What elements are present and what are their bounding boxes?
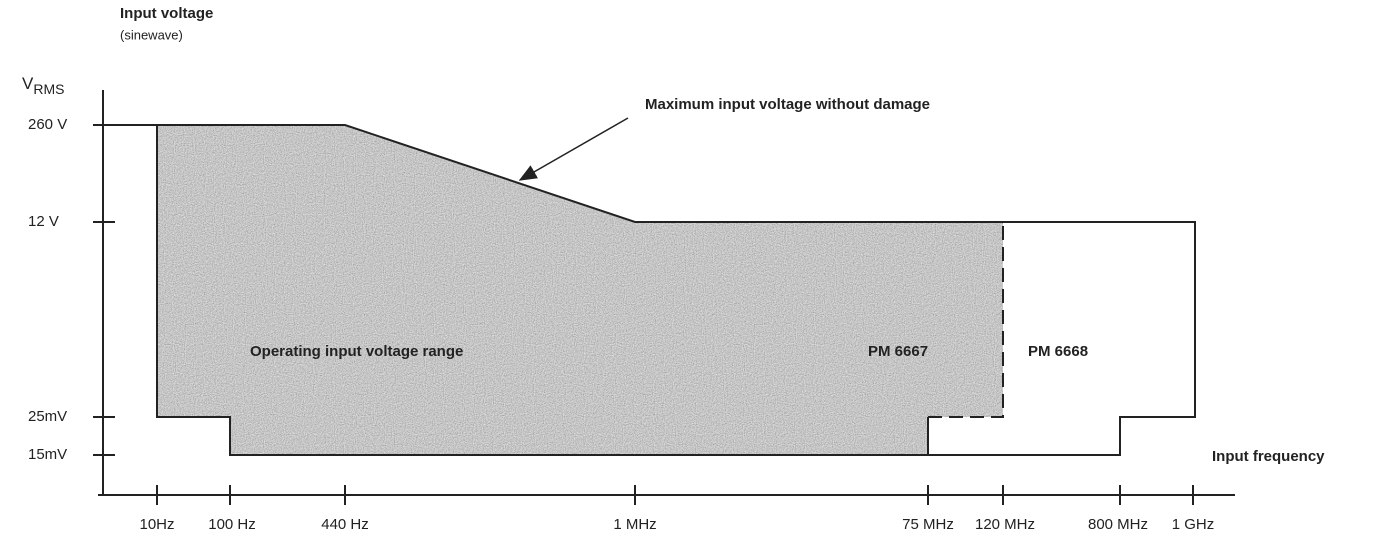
axes (98, 90, 1235, 496)
x-tick-label: 10Hz (139, 516, 174, 533)
x-tick-label: 1 GHz (1172, 516, 1215, 533)
pm6667-boundary (928, 222, 1004, 418)
operating-area (157, 125, 1003, 455)
x-axis-label: Input frequency (1212, 448, 1325, 465)
max-voltage-outline (103, 124, 1196, 456)
annotation: Maximum input voltage without damage (645, 96, 930, 113)
x-ticks (156, 485, 1194, 505)
x-tick-label: 100 Hz (208, 516, 256, 533)
y-tick-label: 12 V (28, 213, 59, 230)
y-axis-label-sub: RMS (33, 81, 64, 97)
y-axis-label-main: V (22, 74, 34, 93)
region-label: PM 6667 (868, 343, 928, 360)
x-tick-label: 120 MHz (975, 516, 1035, 533)
x-tick-label: 1 MHz (613, 516, 656, 533)
x-tick-label: 440 Hz (321, 516, 369, 533)
annotation-arrow (518, 117, 629, 181)
y-axis-label: VRMS (22, 74, 64, 96)
y-tick-label: 260 V (28, 116, 67, 133)
min-voltage-outline (156, 125, 928, 456)
region-label: Operating input voltage range (250, 343, 463, 360)
title: Input voltage (120, 5, 213, 22)
region-label: PM 6668 (1028, 343, 1088, 360)
x-tick-label: 75 MHz (902, 516, 954, 533)
subtitle: (sinewave) (120, 27, 183, 42)
y-tick-label: 25mV (28, 408, 67, 425)
y-tick-label: 15mV (28, 446, 67, 463)
x-tick-label: 800 MHz (1088, 516, 1148, 533)
